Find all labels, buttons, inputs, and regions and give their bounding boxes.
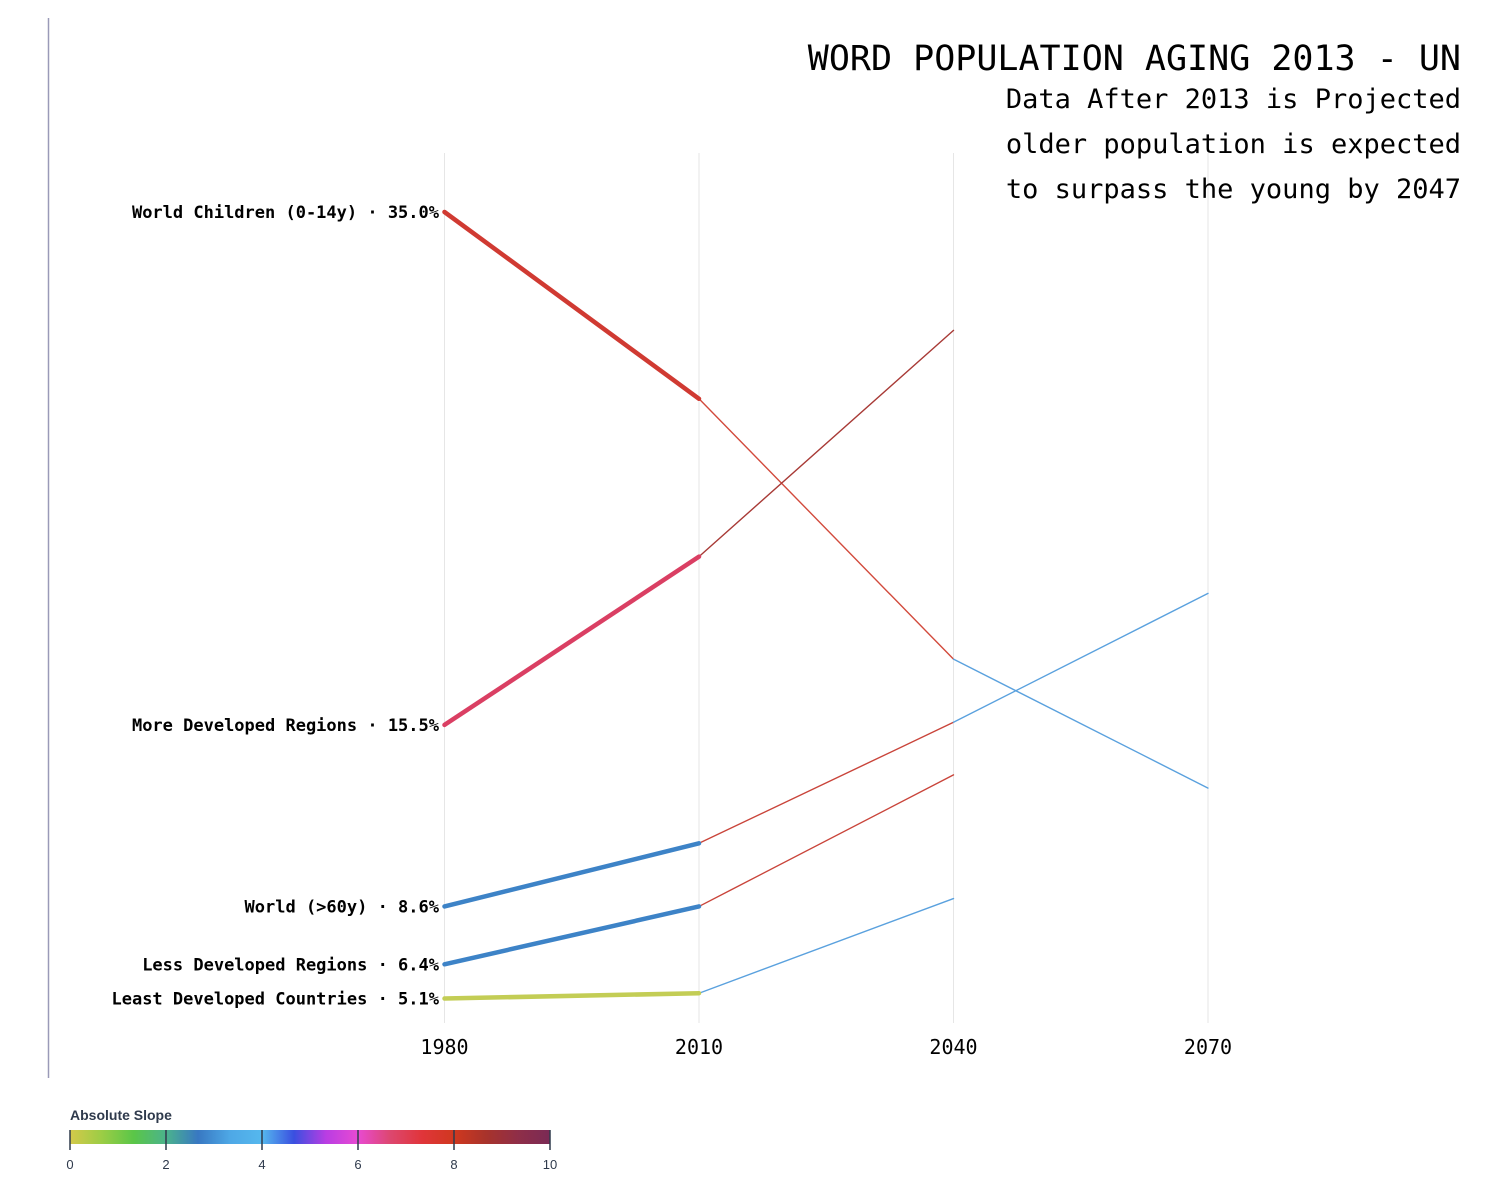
x-axis-ticks: 1980 2010 2040 2070	[420, 1035, 1232, 1059]
legend-title: Absolute Slope	[70, 1107, 172, 1123]
series-label: World (>60y) · 8.6%	[245, 897, 440, 917]
series-labels: World Children (0-14y) · 35.0% More Devel…	[111, 203, 439, 1010]
legend-gradient-bar	[70, 1130, 550, 1144]
grid-lines	[444, 153, 1209, 1023]
series-2-segment-1	[442, 554, 702, 728]
series-5-segment-2-projected	[698, 897, 955, 994]
x-tick-label: 2010	[675, 1035, 723, 1059]
series-3-segment-3-projected	[952, 592, 1209, 724]
series-label: Less Developed Regions · 6.4%	[142, 955, 440, 975]
legend-tick-label: 0	[66, 1157, 73, 1172]
x-tick-label: 1980	[420, 1035, 468, 1059]
color-legend: Absolute Slope 0 2 4 6 8 10	[66, 1107, 557, 1172]
series-3-segment-2-projected	[698, 721, 955, 845]
series-label: World Children (0-14y) · 35.0%	[132, 203, 440, 223]
legend-tick-label: 8	[450, 1157, 457, 1172]
legend-tick-label: 10	[543, 1157, 557, 1172]
series-label: More Developed Regions · 15.5%	[132, 716, 440, 736]
series-4-segment-1	[442, 904, 702, 967]
series-label: Least Developed Countries · 5.1%	[111, 990, 439, 1010]
series-1-segment-2-projected	[698, 398, 955, 660]
subtitle-line-2: older population is expected	[1006, 129, 1461, 160]
series-4-segment-2-projected	[698, 774, 955, 908]
series-1-segment-1	[442, 209, 702, 402]
series-1-segment-3-projected	[952, 658, 1209, 789]
legend-tick-label: 6	[354, 1157, 361, 1172]
subtitle-line-1: Data After 2013 is Projected	[1006, 84, 1461, 115]
x-tick-label: 2040	[929, 1035, 977, 1059]
series-5-segment-1	[442, 990, 702, 1001]
actual-segments	[442, 209, 702, 1001]
projected-segments	[698, 329, 1209, 994]
chart-title: WORD POPULATION AGING 2013 - UN	[808, 39, 1461, 79]
x-tick-label: 2070	[1184, 1035, 1232, 1059]
series-3-segment-1	[442, 841, 702, 909]
series-2-segment-2-projected	[698, 329, 955, 558]
subtitle-line-3: to surpass the young by 2047	[1006, 174, 1461, 205]
legend-tick-label: 4	[258, 1157, 265, 1172]
legend-tick-label: 2	[162, 1157, 169, 1172]
